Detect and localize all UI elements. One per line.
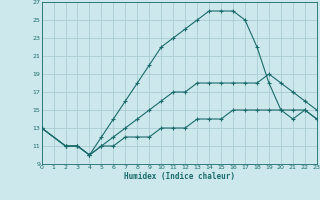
X-axis label: Humidex (Indice chaleur): Humidex (Indice chaleur) [124, 172, 235, 181]
